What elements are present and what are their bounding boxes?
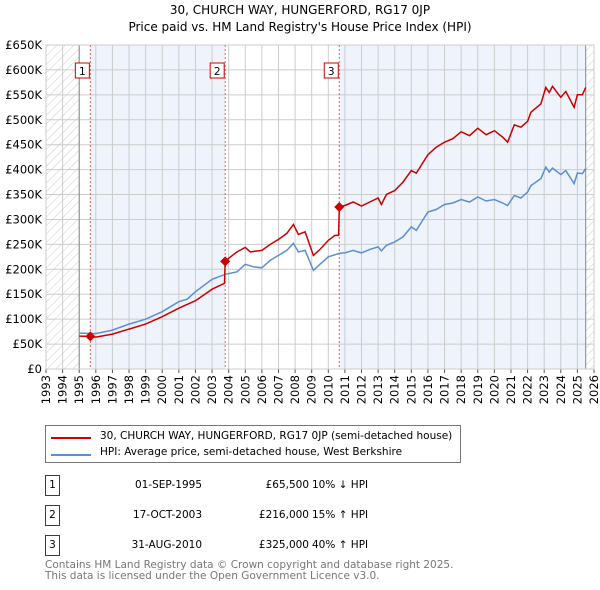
y-tick-label: £350K [5,188,42,202]
x-tick-label: 1997 [105,375,119,404]
x-tick-label: 2004 [222,375,236,404]
transaction-date: 01-SEP-1995 [134,479,202,491]
sale-label-box [323,62,339,79]
sale-point [334,202,345,212]
x-tick-label: 2024 [554,375,568,404]
x-tick-label: 2016 [421,375,435,404]
x-tick-label: 2025 [570,375,584,404]
sale-label: 3 [328,66,335,78]
x-tick-label: 2002 [188,375,202,404]
sale-point [85,331,96,342]
x-tick-label: 2014 [388,375,402,404]
x-tick-label: 2022 [521,375,535,404]
x-tick-label: 1998 [122,375,136,404]
y-tick-label: £0 [27,362,42,376]
y-tick-label: £100K [5,312,42,326]
y-tick-label: £200K [5,262,42,276]
price-chart: £0 £50K £100K £150K £200K £250K £300K £350K £400… [5,38,600,404]
x-tick-label: 2019 [471,375,485,404]
x-tick-label: 2010 [321,375,335,404]
x-tick-label: 2020 [487,375,501,404]
transaction-date: 17-OCT-2003 [133,509,202,521]
sale-label-box [74,62,90,79]
y-tick-label: £400K [5,163,42,177]
chart-subtitle: Price paid vs. HM Land Registry's House … [128,20,472,34]
transaction-price: £65,500 [265,479,309,491]
sale-label: 1 [79,66,86,78]
x-tick-label: 2026 [587,375,600,404]
sale-point [220,256,231,267]
x-tick-label: 2023 [537,375,551,404]
x-tick-label: 2018 [454,375,468,404]
legend-label-hpi: HPI: Average price, semi-detached house,… [100,446,403,458]
shaded-period [339,45,586,369]
x-tick-label: 1993 [39,375,53,404]
transaction-row: 2 17-OCT-2003 £216,000 15% ↑ HPI [45,505,465,526]
sale-label: 2 [214,66,221,78]
footer-licence: This data is licensed under the Open Gov… [45,570,380,582]
x-tick-label: 2001 [172,375,186,404]
x-tick-label: 2007 [271,375,285,404]
transaction-hpi: 15% ↑ HPI [312,509,369,521]
x-tick-label: 1996 [89,375,103,404]
transaction-price: £325,000 [258,539,309,551]
x-tick-label: 2017 [438,375,452,404]
transaction-marker: 2 [45,505,60,526]
legend: 30, CHURCH WAY, HUNGERFORD, RG17 0JP (se… [45,425,461,463]
property-price-line [79,85,587,338]
y-tick-label: £50K [13,337,43,351]
y-tick-label: £150K [5,287,42,301]
transaction-price: £216,000 [258,509,309,521]
transaction-row: 1 01-SEP-1995 £65,500 10% ↓ HPI [45,475,465,496]
x-tick-label: 2012 [355,375,369,404]
shaded-period [90,45,226,369]
x-tick-label: 1995 [72,375,86,404]
y-tick-label: £550K [5,88,42,102]
chart-title: 30, CHURCH WAY, HUNGERFORD, RG17 0JP [169,3,431,17]
y-tick-label: £500K [5,113,42,127]
plot-frame [45,44,595,370]
x-tick-label: 2006 [255,375,269,404]
hatched-region-after-data [585,45,594,369]
x-tick-label: 2015 [404,375,418,404]
transaction-marker: 1 [45,475,60,496]
legend-label-property: 30, CHURCH WAY, HUNGERFORD, RG17 0JP (se… [100,430,453,442]
x-tick-label: 2005 [238,375,252,404]
footer-copyright: Contains HM Land Registry data © Crown c… [45,559,454,571]
x-tick-label: 1999 [139,375,153,404]
transaction-row: 3 31-AUG-2010 £325,000 40% ↑ HPI [45,535,465,556]
y-tick-label: £250K [5,237,42,251]
x-tick-label: 2009 [305,375,319,404]
x-tick-label: 2013 [371,375,385,404]
x-tick-label: 2021 [504,375,518,404]
x-tick-label: 2011 [338,375,352,404]
transaction-date: 31-AUG-2010 [131,539,202,551]
transaction-marker: 3 [45,535,60,556]
y-tick-label: £650K [5,38,42,52]
transaction-hpi: 10% ↓ HPI [312,479,369,491]
sale-label-box [209,62,225,79]
y-tick-label: £300K [5,212,42,226]
x-tick-label: 1994 [56,375,70,404]
legend-swatch-property [51,437,91,439]
y-tick-label: £450K [5,138,42,152]
transaction-hpi: 40% ↑ HPI [312,539,369,551]
x-tick-label: 2000 [155,375,169,404]
legend-swatch-hpi [51,454,91,456]
x-tick-label: 2003 [205,375,219,404]
y-tick-label: £600K [5,63,42,77]
x-tick-label: 2008 [288,375,302,404]
